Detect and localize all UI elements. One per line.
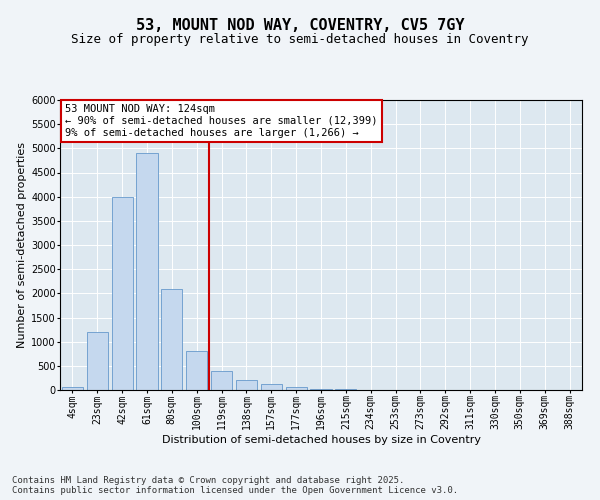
Text: Size of property relative to semi-detached houses in Coventry: Size of property relative to semi-detach… <box>71 32 529 46</box>
Bar <box>286 387 307 390</box>
Bar <box>211 371 232 390</box>
X-axis label: Distribution of semi-detached houses by size in Coventry: Distribution of semi-detached houses by … <box>161 435 481 445</box>
Text: Contains HM Land Registry data © Crown copyright and database right 2025.
Contai: Contains HM Land Registry data © Crown c… <box>12 476 458 495</box>
Bar <box>236 380 257 390</box>
Bar <box>261 384 282 390</box>
Text: 53 MOUNT NOD WAY: 124sqm
← 90% of semi-detached houses are smaller (12,399)
9% o: 53 MOUNT NOD WAY: 124sqm ← 90% of semi-d… <box>65 104 378 138</box>
Bar <box>186 352 207 390</box>
Bar <box>136 153 158 390</box>
Bar <box>310 388 332 390</box>
Bar <box>62 387 83 390</box>
Y-axis label: Number of semi-detached properties: Number of semi-detached properties <box>17 142 27 348</box>
Bar <box>161 288 182 390</box>
Bar <box>87 332 108 390</box>
Bar <box>112 196 133 390</box>
Text: 53, MOUNT NOD WAY, COVENTRY, CV5 7GY: 53, MOUNT NOD WAY, COVENTRY, CV5 7GY <box>136 18 464 32</box>
